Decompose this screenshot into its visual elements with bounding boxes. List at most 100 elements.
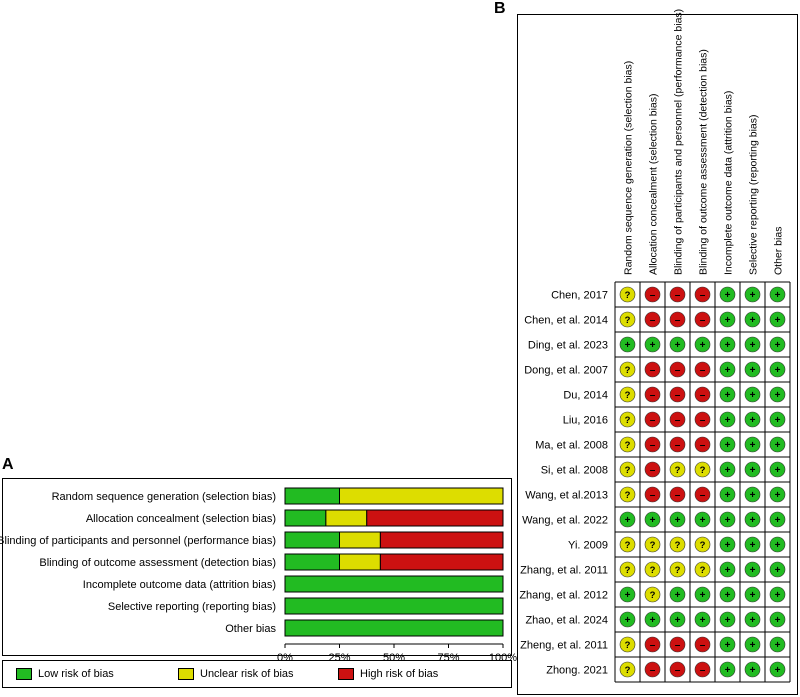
rating-dot <box>719 386 736 403</box>
rating-symbol: + <box>775 415 781 426</box>
rating-dot <box>619 611 636 628</box>
rating-symbol: ? <box>650 565 656 576</box>
rating-symbol: ? <box>625 540 631 551</box>
rating-dot <box>744 611 761 628</box>
rating-dot <box>719 311 736 328</box>
rating-symbol: ? <box>675 465 681 476</box>
rating-dot <box>669 636 686 653</box>
rating-dot <box>619 386 636 403</box>
rating-symbol: + <box>725 415 731 426</box>
rating-dot <box>694 361 711 378</box>
rating-dot <box>719 286 736 303</box>
rating-symbol: – <box>650 440 656 451</box>
rating-symbol: + <box>750 590 756 601</box>
column-header: Blinding of participants and personnel (… <box>673 9 685 275</box>
rating-dot <box>669 561 686 578</box>
rating-dot <box>744 411 761 428</box>
rating-dot <box>619 286 636 303</box>
rating-dot <box>619 561 636 578</box>
rating-dot <box>769 411 786 428</box>
legend-label-high: High risk of bias <box>360 668 439 680</box>
rating-symbol: + <box>750 640 756 651</box>
study-label: Du, 2014 <box>563 390 608 402</box>
rating-symbol: ? <box>625 290 631 301</box>
legend-label-unclear: Unclear risk of bias <box>200 668 294 680</box>
rating-dot <box>719 536 736 553</box>
rating-symbol: + <box>625 340 631 351</box>
rating-dot <box>619 636 636 653</box>
rating-symbol: + <box>775 340 781 351</box>
rating-dot <box>769 486 786 503</box>
rating-dot <box>644 636 661 653</box>
rating-dot <box>694 436 711 453</box>
legend-swatch-unclear <box>178 668 194 680</box>
rating-symbol: – <box>700 290 706 301</box>
rating-symbol: + <box>750 615 756 626</box>
rating-symbol: + <box>700 590 706 601</box>
rating-dot <box>744 636 761 653</box>
rating-dot <box>669 486 686 503</box>
rating-dot <box>694 511 711 528</box>
rating-symbol: + <box>650 515 656 526</box>
rating-dot <box>644 586 661 603</box>
rating-symbol: – <box>650 640 656 651</box>
rating-dot <box>744 336 761 353</box>
bar-segment <box>284 575 504 593</box>
rating-dot <box>744 486 761 503</box>
rating-dot <box>669 286 686 303</box>
rating-dot <box>769 386 786 403</box>
rating-symbol: ? <box>650 590 656 601</box>
rating-symbol: + <box>750 390 756 401</box>
rating-dot <box>769 536 786 553</box>
rating-symbol: + <box>625 615 631 626</box>
rating-symbol: + <box>775 565 781 576</box>
rating-symbol: – <box>700 440 706 451</box>
rating-dot <box>769 361 786 378</box>
rating-symbol: + <box>775 515 781 526</box>
rating-symbol: – <box>700 415 706 426</box>
rating-dot <box>694 611 711 628</box>
rating-symbol: + <box>725 540 731 551</box>
rating-dot <box>619 461 636 478</box>
rating-symbol: ? <box>625 390 631 401</box>
rating-symbol: – <box>675 390 681 401</box>
rating-symbol: + <box>750 565 756 576</box>
study-label: Si, et al. 2008 <box>541 465 608 477</box>
rating-symbol: + <box>750 315 756 326</box>
rating-dot <box>769 636 786 653</box>
bar-segment <box>366 509 504 527</box>
rating-dot <box>644 336 661 353</box>
rating-dot <box>694 536 711 553</box>
x-tick-label: 50% <box>383 652 405 664</box>
rating-symbol: + <box>775 590 781 601</box>
rating-dot <box>644 561 661 578</box>
rating-dot <box>744 461 761 478</box>
x-tick-label: 100% <box>489 652 517 664</box>
rating-symbol: + <box>700 340 706 351</box>
rating-symbol: ? <box>700 540 706 551</box>
rating-symbol: + <box>750 365 756 376</box>
x-tick-label: 25% <box>328 652 350 664</box>
rating-symbol: + <box>725 590 731 601</box>
rating-symbol: + <box>650 340 656 351</box>
study-label: Wang, et al.2013 <box>525 490 608 502</box>
rating-symbol: + <box>725 665 731 676</box>
rating-dot <box>744 511 761 528</box>
rating-dot <box>694 636 711 653</box>
legend-swatch-low <box>16 668 32 680</box>
rating-dot <box>769 286 786 303</box>
legend-item-unclear: Unclear risk of bias <box>178 668 294 680</box>
rating-symbol: ? <box>625 565 631 576</box>
rating-dot <box>619 361 636 378</box>
study-label: Zhao, et al. 2024 <box>525 615 608 627</box>
rating-dot <box>644 661 661 678</box>
rating-symbol: + <box>725 440 731 451</box>
rating-dot <box>619 336 636 353</box>
rating-symbol: ? <box>625 665 631 676</box>
rating-symbol: ? <box>675 540 681 551</box>
rating-dot <box>719 636 736 653</box>
rating-symbol: + <box>750 440 756 451</box>
category-label: Blinding of outcome assessment (detectio… <box>39 557 276 569</box>
rating-dot <box>694 486 711 503</box>
